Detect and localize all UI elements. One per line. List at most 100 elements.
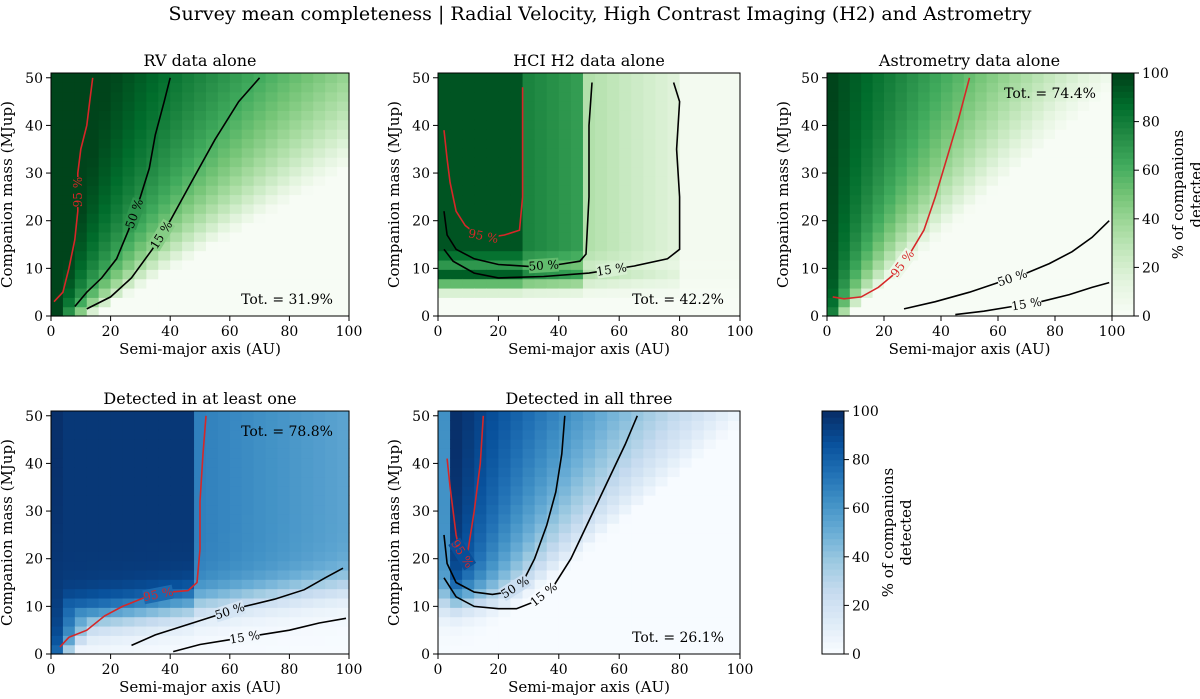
heatmap-cell bbox=[462, 138, 475, 149]
colorbar-segment bbox=[1112, 176, 1134, 183]
heatmap-cell bbox=[229, 504, 243, 515]
heatmap-cell bbox=[110, 297, 124, 308]
heatmap-cell bbox=[849, 166, 862, 177]
heatmap-cell bbox=[229, 306, 243, 317]
contour-label-bg bbox=[595, 260, 628, 279]
heatmap-cell bbox=[655, 616, 669, 627]
heatmap-cell bbox=[313, 532, 326, 543]
heatmap-cell bbox=[631, 541, 644, 552]
heatmap-cell bbox=[941, 91, 953, 102]
heatmap-cell bbox=[715, 138, 729, 149]
colorbar-segment bbox=[822, 520, 844, 528]
heatmap-cell bbox=[998, 91, 1010, 102]
heatmap-cell bbox=[546, 306, 560, 317]
heatmap-cell bbox=[570, 73, 584, 83]
heatmap-cell bbox=[691, 259, 705, 270]
heatmap-cell bbox=[1100, 250, 1113, 261]
heatmap-cell bbox=[631, 73, 644, 83]
heatmap-cell bbox=[861, 241, 874, 252]
heatmap-cell bbox=[975, 222, 988, 233]
heatmap-cell bbox=[872, 82, 885, 93]
heatmap-cell bbox=[558, 607, 572, 618]
heatmap-cell bbox=[74, 231, 88, 242]
heatmap-cell bbox=[727, 287, 741, 298]
heatmap-cell bbox=[667, 513, 681, 524]
x-axis-label: Semi-major axis (AU) bbox=[508, 678, 670, 696]
heatmap-cell bbox=[691, 588, 705, 599]
heatmap-cell bbox=[631, 420, 644, 431]
colorbar-tick-label: 100 bbox=[1142, 66, 1169, 82]
colorbar-segment bbox=[1112, 279, 1134, 287]
heatmap-cell bbox=[998, 287, 1010, 298]
heatmap-cell bbox=[1032, 157, 1045, 168]
heatmap-cell bbox=[1055, 147, 1067, 158]
heatmap-cell bbox=[558, 635, 572, 646]
heatmap-cell bbox=[595, 157, 608, 168]
heatmap-cell bbox=[595, 129, 608, 140]
heatmap-cell bbox=[691, 551, 705, 562]
heatmap-cell bbox=[474, 91, 487, 102]
heatmap-cell bbox=[727, 250, 741, 261]
heatmap-cell bbox=[643, 82, 657, 93]
heatmap-cell bbox=[570, 166, 584, 177]
heatmap-cell bbox=[146, 411, 159, 421]
heatmap-cell bbox=[253, 513, 267, 524]
heatmap-cell bbox=[849, 306, 862, 317]
heatmap-cell bbox=[918, 129, 931, 140]
heatmap-cell bbox=[703, 625, 717, 636]
heatmap-cell bbox=[884, 241, 896, 252]
heatmap-cell bbox=[715, 429, 729, 440]
heatmap-cell bbox=[715, 457, 729, 468]
heatmap-cell bbox=[667, 306, 681, 317]
heatmap-cell bbox=[74, 259, 88, 270]
heatmap-cell bbox=[337, 569, 350, 580]
heatmap-cell bbox=[122, 579, 136, 590]
heatmap-cell bbox=[1077, 91, 1090, 102]
heatmap-cell bbox=[337, 259, 350, 270]
heatmap-cell bbox=[595, 467, 608, 478]
heatmap-cell bbox=[1066, 147, 1079, 158]
heatmap-cell bbox=[510, 476, 524, 487]
y-tick-label: 30 bbox=[412, 504, 430, 520]
y-axis-label: Companion mass (MJup) bbox=[385, 439, 403, 626]
colorbar-tick-label: 60 bbox=[852, 501, 870, 517]
heatmap-cell bbox=[607, 429, 620, 440]
heatmap-cell bbox=[498, 119, 512, 130]
heatmap-cell bbox=[1055, 297, 1067, 308]
heatmap-cell bbox=[474, 157, 487, 168]
heatmap-cell bbox=[703, 213, 717, 224]
heatmap-cell bbox=[895, 157, 908, 168]
heatmap-cell bbox=[1020, 241, 1033, 252]
heatmap-cell bbox=[205, 185, 219, 196]
heatmap-cell bbox=[546, 101, 560, 111]
heatmap-cell bbox=[289, 73, 302, 83]
heatmap-cell bbox=[941, 119, 953, 130]
heatmap-cell bbox=[337, 523, 350, 534]
heatmap-cell bbox=[655, 231, 669, 242]
heatmap-cell bbox=[51, 138, 64, 149]
heatmap-cell bbox=[619, 644, 632, 655]
heatmap-cell bbox=[277, 222, 290, 233]
colorbar-segment bbox=[822, 581, 844, 588]
heatmap-cell bbox=[691, 616, 705, 627]
heatmap-cell bbox=[1055, 129, 1067, 140]
colorbar-frame bbox=[1111, 72, 1135, 317]
heatmap-cell bbox=[74, 560, 88, 571]
heatmap-cell bbox=[643, 147, 657, 158]
heatmap-cell bbox=[337, 485, 350, 496]
heatmap-cell bbox=[277, 101, 290, 111]
heatmap-cell bbox=[146, 101, 159, 111]
heatmap-cell bbox=[74, 213, 88, 224]
heatmap-cell bbox=[438, 231, 451, 242]
heatmap-cell bbox=[607, 485, 620, 496]
heatmap-cell bbox=[134, 147, 147, 158]
heatmap-cell bbox=[313, 194, 326, 205]
heatmap-cell bbox=[205, 259, 219, 270]
heatmap-cell bbox=[1055, 101, 1067, 111]
heatmap-cell bbox=[170, 635, 183, 646]
heatmap-cell bbox=[619, 616, 632, 627]
heatmap-cell bbox=[337, 306, 350, 317]
heatmap-cell bbox=[715, 532, 729, 543]
heatmap-cell bbox=[86, 616, 100, 627]
heatmap-cell bbox=[289, 448, 302, 459]
